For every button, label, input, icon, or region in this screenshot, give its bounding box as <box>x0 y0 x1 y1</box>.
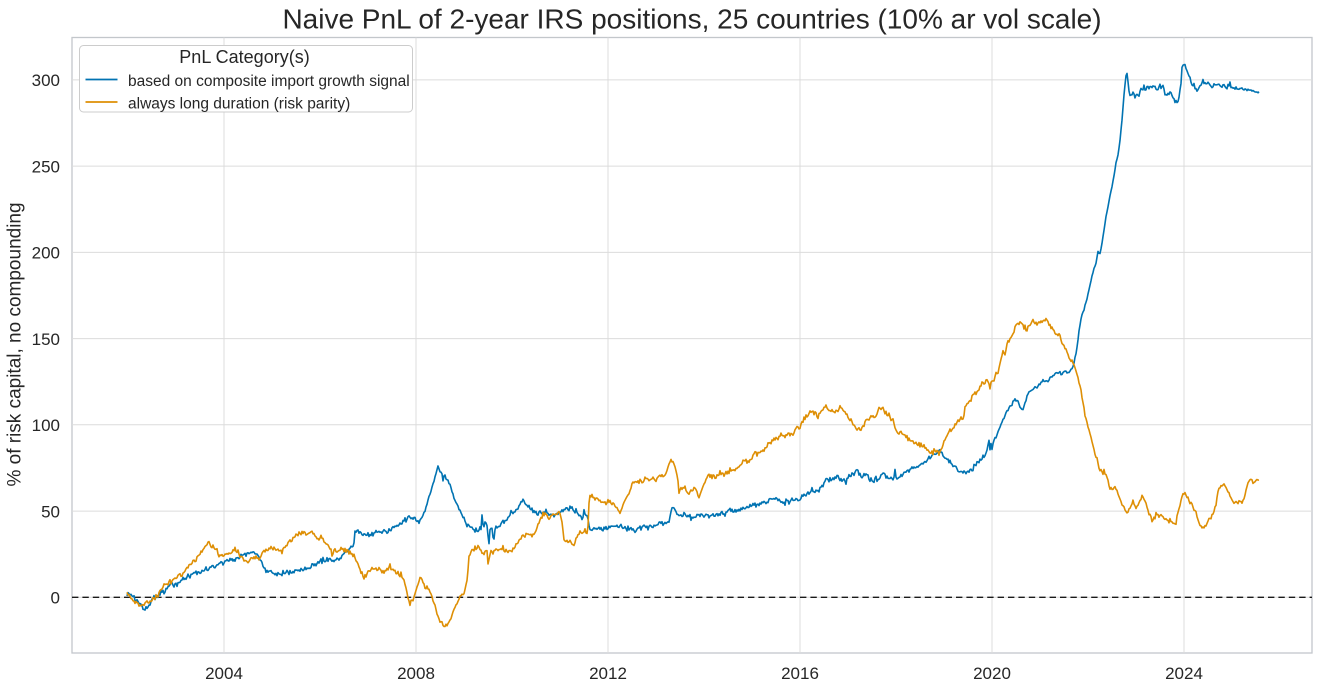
svg-text:Naive PnL of 2-year IRS positi: Naive PnL of 2-year IRS positions, 25 co… <box>282 4 1101 35</box>
svg-text:2024: 2024 <box>1165 664 1203 683</box>
svg-text:150: 150 <box>32 330 60 349</box>
svg-text:2020: 2020 <box>973 664 1011 683</box>
svg-text:2008: 2008 <box>397 664 435 683</box>
svg-text:always long duration (risk par: always long duration (risk parity) <box>128 95 350 112</box>
svg-text:200: 200 <box>32 244 60 263</box>
svg-text:2004: 2004 <box>205 664 243 683</box>
svg-text:50: 50 <box>41 502 60 521</box>
svg-text:2012: 2012 <box>589 664 627 683</box>
svg-text:300: 300 <box>32 71 60 90</box>
svg-text:100: 100 <box>32 416 60 435</box>
svg-text:% of risk capital, no compound: % of risk capital, no compounding <box>5 202 26 486</box>
svg-text:0: 0 <box>51 589 60 608</box>
svg-text:based on composite import grow: based on composite import growth signal <box>128 73 410 90</box>
svg-text:2016: 2016 <box>781 664 819 683</box>
svg-text:250: 250 <box>32 157 60 176</box>
svg-text:PnL Category(s): PnL Category(s) <box>179 47 309 67</box>
